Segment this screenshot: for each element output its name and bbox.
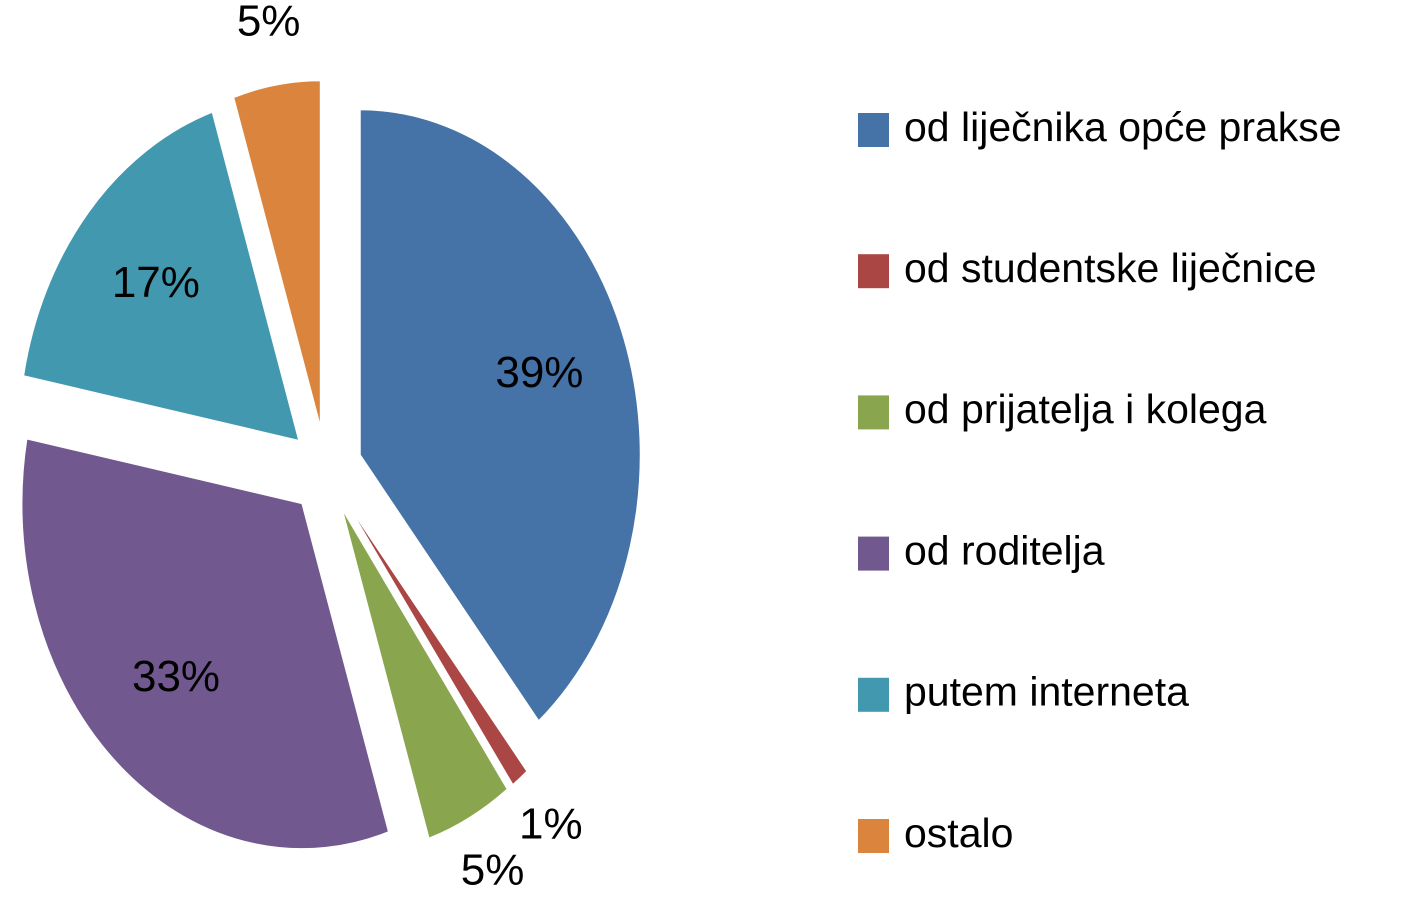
data-label: 1%: [519, 800, 583, 849]
pie-slice: [342, 509, 508, 839]
data-label: 17%: [112, 258, 200, 307]
pie-slice: [23, 111, 300, 442]
data-label: 5%: [237, 0, 301, 45]
legend-swatch: [858, 113, 889, 147]
legend-label: ostalo: [904, 810, 1013, 856]
legend-label: putem interneta: [904, 669, 1189, 715]
legend-swatch: [858, 677, 889, 712]
pie-slice: [21, 438, 390, 850]
data-label: 5%: [461, 845, 525, 894]
legend-swatch: [858, 819, 889, 853]
legend-swatch: [858, 254, 889, 289]
data-label: 39%: [495, 348, 583, 397]
legend-label: od liječnika opće prakse: [904, 104, 1342, 150]
legend-swatch: [858, 395, 889, 430]
legend-label: od roditelja: [904, 527, 1105, 573]
pie-slice: [359, 109, 641, 722]
legend-label: od prijatelja i kolega: [904, 386, 1267, 432]
pie-slice: [347, 505, 528, 786]
legend-label: od studentske liječnice: [904, 245, 1317, 291]
data-label: 33%: [132, 652, 220, 701]
pie-slice: [233, 80, 321, 426]
legend-swatch: [858, 536, 889, 571]
